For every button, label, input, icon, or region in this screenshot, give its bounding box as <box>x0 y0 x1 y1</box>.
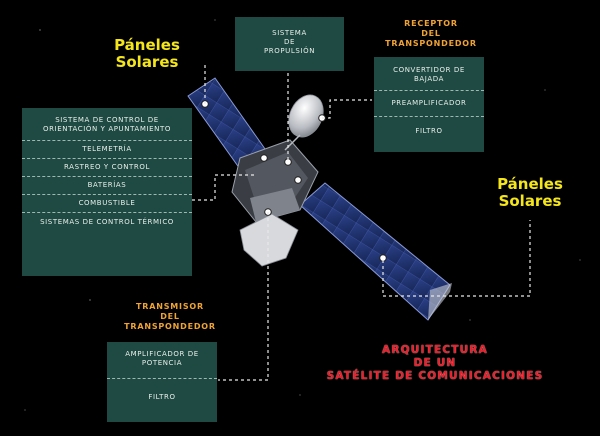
transmitter-title: Transmisor del transpondedor <box>110 302 230 332</box>
bus-item-attitude-control: Sistema de control de orientación y apun… <box>22 112 192 141</box>
receiver-title-line3: transpondedor <box>385 39 477 48</box>
solar-panels-right-line1: Páneles <box>497 175 563 193</box>
receiver-box: Convertidor de bajada Preamplificador Fi… <box>374 57 484 152</box>
caption-line3: satélite de comunicaciones <box>326 370 544 382</box>
antenna-dish <box>288 94 324 138</box>
bus-item-telemetry: Telemetría <box>22 141 192 159</box>
leader-lines <box>192 64 531 381</box>
transmitter-item-filter: Filtro <box>148 393 176 401</box>
solar-panel-right <box>299 182 451 321</box>
diagram-caption: Arquitectura de un satélite de comunicac… <box>300 344 570 383</box>
bus-subsystems-box: Sistema de control de orientación y apun… <box>22 108 192 276</box>
caption-line2: de un <box>413 357 457 369</box>
bus-item-batteries: Baterías <box>22 177 192 195</box>
receiver-title: Receptor del transpondedor <box>372 19 490 49</box>
propulsion-system-box: Sistema de propulsión <box>235 17 344 71</box>
solar-panels-left-label: Páneles Solares <box>97 37 197 71</box>
bus-item-thermal-control: Sistemas de control térmico <box>40 218 174 226</box>
propulsion-line1: Sistema <box>272 29 307 37</box>
caption-line1: Arquitectura <box>382 344 488 356</box>
bus-item-fuel: Combustible <box>22 195 192 213</box>
solar-panels-right-line2: Solares <box>498 192 562 210</box>
receiver-item-downconverter: Convertidor de bajada <box>374 57 484 91</box>
receiver-title-line1: Receptor <box>404 19 458 28</box>
bus-item-tracking-control: Rastreo y control <box>22 159 192 177</box>
receiver-item-preamplifier: Preamplificador <box>374 91 484 117</box>
receiver-item-filter: Filtro <box>415 127 443 135</box>
transmitter-title-line3: transpondedor <box>124 322 216 331</box>
solar-panels-left-line1: Páneles <box>114 36 180 54</box>
transmitter-title-line2: del <box>160 312 180 321</box>
transmitter-item-power-amplifier: Amplificador de potencia <box>107 342 217 379</box>
transmitter-title-line1: Transmisor <box>136 302 204 311</box>
propulsion-line3: propulsión <box>263 47 316 55</box>
solar-panels-left-line2: Solares <box>115 53 179 71</box>
propulsion-line2: de <box>283 38 295 46</box>
transmitter-box: Amplificador de potencia Filtro <box>107 342 217 422</box>
receiver-title-line2: del <box>421 29 441 38</box>
solar-panels-right-label: Páneles Solares <box>480 176 580 210</box>
propulsion-module <box>239 213 299 267</box>
